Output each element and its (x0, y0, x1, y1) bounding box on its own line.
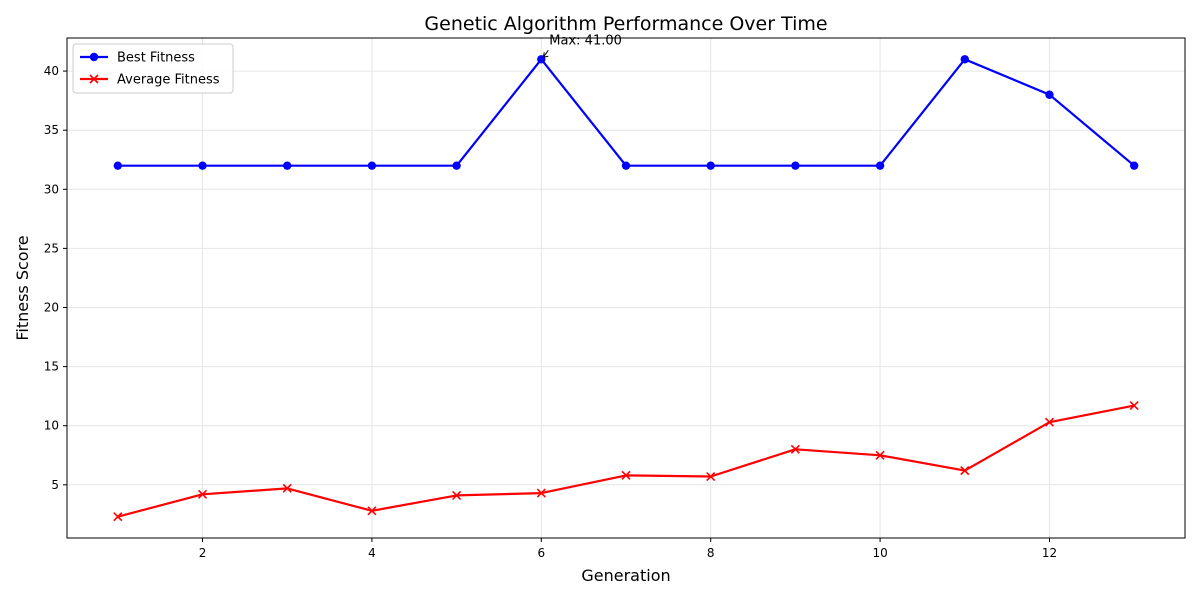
y-tick-label: 20 (44, 301, 59, 315)
legend-entries: Best Fitness Average Fitness (80, 51, 220, 88)
data-point (790, 444, 800, 454)
data-point (113, 512, 123, 522)
legend-marker (89, 74, 99, 84)
plot-frame (66, 37, 1186, 539)
data-point (452, 490, 462, 501)
x-tick-label: 2 (199, 546, 207, 560)
data-point (621, 470, 631, 480)
data-point (1044, 417, 1055, 427)
x-tick-label: 12 (1042, 546, 1057, 560)
data-point (1045, 90, 1054, 99)
y-axis-title: Fitness Score (13, 235, 32, 340)
data-point (960, 466, 970, 476)
data-point (197, 489, 208, 499)
x-tick-label: 6 (537, 546, 545, 560)
legend-entry: Best Fitness (80, 51, 195, 66)
data-point (452, 161, 461, 170)
data-point (367, 161, 377, 170)
y-tick-label: 30 (44, 182, 59, 196)
data-point (1129, 161, 1139, 170)
data-point (282, 483, 292, 493)
x-tick-label: 4 (368, 546, 376, 560)
legend-box (72, 43, 234, 94)
y-tick-label: 10 (44, 419, 59, 433)
legend-entry: Average Fitness (80, 73, 220, 88)
legend-label: Average Fitness (117, 73, 220, 88)
y-tick-label: 5 (51, 478, 59, 492)
y-tick-label: 15 (44, 360, 59, 374)
axis-ticks: 2 4 6 8 10 12 5 10 15 20 25 30 35 40 (44, 64, 1057, 560)
data-point (875, 161, 885, 170)
data-point (621, 161, 631, 170)
series-layer (113, 55, 1139, 522)
data-point (706, 161, 715, 170)
data-point (367, 506, 377, 516)
legend: Best Fitness Average Fitness (72, 43, 234, 94)
data-point (960, 55, 969, 64)
data-point (791, 161, 800, 170)
grid (67, 38, 1185, 538)
annotation-arrow (542, 49, 549, 58)
x-axis-title: Generation (581, 566, 670, 585)
chart-title: Genetic Algorithm Performance Over Time (424, 13, 827, 35)
series-1 (113, 55, 1139, 170)
annotation-label: Max: 41.00 (549, 33, 622, 48)
data-point (536, 488, 546, 498)
annotation: Max: 41.00 (542, 33, 622, 58)
data-point (875, 450, 885, 460)
data-point (283, 161, 292, 170)
data-point (706, 471, 716, 482)
data-point (113, 161, 123, 170)
x-tick-label: 10 (872, 546, 887, 560)
legend-marker (89, 52, 99, 62)
series-2 (113, 401, 1139, 522)
y-tick-label: 25 (44, 241, 59, 255)
data-point (198, 161, 207, 170)
y-tick-label: 40 (44, 64, 59, 78)
x-tick-label: 8 (707, 546, 715, 560)
y-tick-label: 35 (44, 123, 59, 137)
data-point (1129, 401, 1139, 411)
legend-label: Best Fitness (117, 51, 195, 66)
